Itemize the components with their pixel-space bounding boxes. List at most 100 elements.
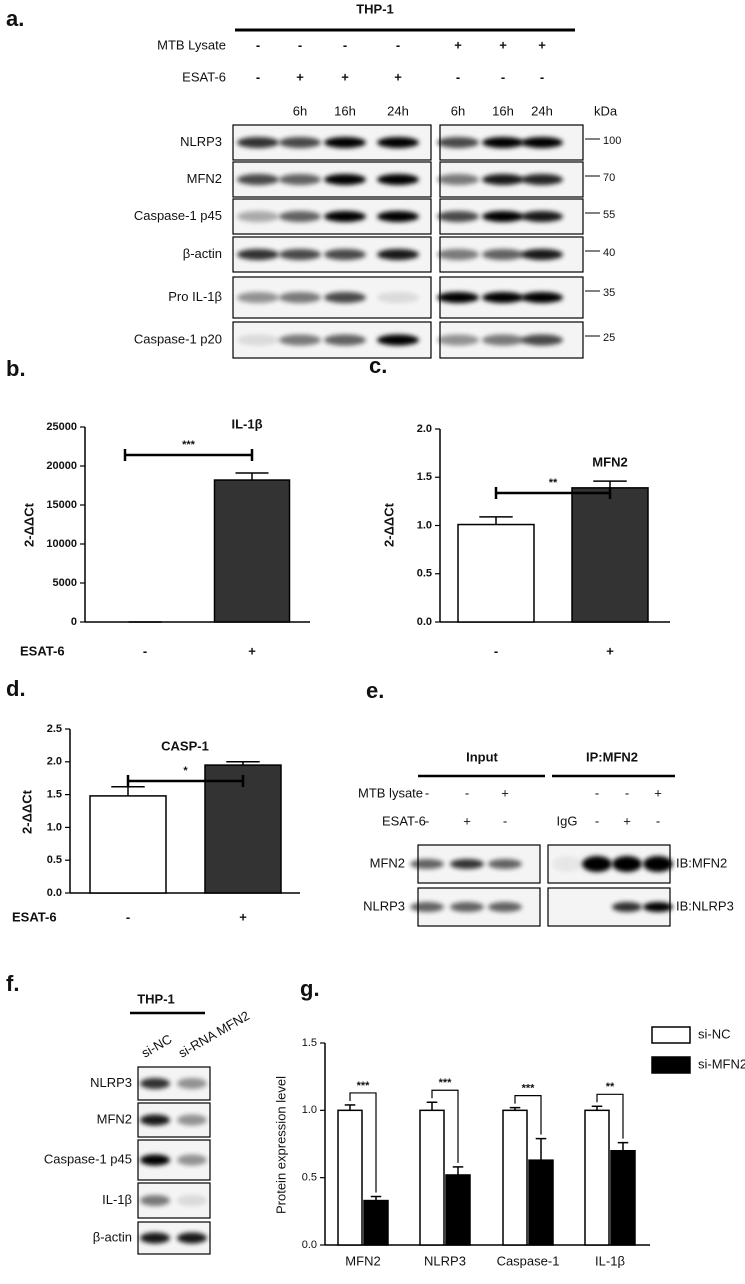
significance-label: *** [182,439,196,451]
blot-band [140,1078,170,1089]
blot-band [279,292,321,303]
lane-sign: - [298,37,302,52]
panel-label: d. [6,676,26,701]
blot-band [437,249,479,260]
blot-band [482,211,524,222]
lane-sign: - [256,69,260,84]
blot-band [482,174,524,185]
blot-band [488,859,522,869]
bar [213,479,291,623]
time-label: 6h [451,103,465,118]
blot-band [521,334,563,346]
blot-band [324,334,366,346]
y-tick-label: 0.0 [417,616,432,628]
blot-label: Pro IL-1β [168,289,222,304]
panel-label: f. [6,971,19,996]
lane-sign: - [656,813,660,828]
blot-band [521,174,563,185]
y-tick-label: 0.0 [302,1239,317,1251]
y-tick-label: 15000 [46,499,77,511]
y-axis-label: 2-ΔΔCt [19,789,34,834]
lane-sign: + [394,69,402,84]
lane-sign: - [465,785,469,800]
blot-band [324,249,366,260]
blot-band [177,1232,207,1244]
blot-band [437,334,479,346]
lane-sign: - [625,785,629,800]
kda-label: kDa [594,103,618,118]
lane-sign: + [463,813,471,828]
blot-label: β-actin [93,1229,132,1244]
blot-band [177,1114,207,1126]
blot-band [237,137,279,148]
blot-label: MFN2 [370,855,405,870]
blot-band [643,902,673,912]
blot-band [140,1154,170,1166]
significance-bracket [596,1093,624,1139]
column-header: IP:MFN2 [586,749,638,764]
blot-band [582,856,612,872]
chart-title: CASP-1 [161,738,209,753]
bar [457,523,535,623]
blot-band [237,334,279,346]
ib-label: IB:NLRP3 [676,898,734,913]
y-tick-label: 1.0 [47,821,62,833]
lane-sign: - [456,69,460,84]
blot-label: NLRP3 [363,898,405,913]
x-tick-label: + [248,643,256,658]
significance-label: *** [522,1083,536,1095]
x-tick-label: Caspase-1 [497,1253,560,1268]
y-axis-label: 2-ΔΔCt [21,502,36,547]
lane-label: si-RNA MFN2 [176,1008,252,1061]
blot-band [410,902,444,912]
row-label: MTB lysate [358,785,423,800]
lane-sign: - [501,69,505,84]
blot-label: MFN2 [187,171,222,186]
blot-label: Caspase-1 p45 [134,208,222,223]
bar [610,1149,636,1246]
x-tick-label: + [606,643,614,658]
legend-label: si-MFN2 [698,1056,745,1071]
kda-value: 55 [603,209,615,221]
blot-label: NLRP3 [180,134,222,149]
legend-swatch [651,1026,691,1044]
row-label: MTB Lysate [157,37,226,52]
lane-sign: - [425,813,429,828]
blot-band [279,174,321,185]
blot-band [377,249,419,260]
blot-band [377,137,419,148]
y-tick-label: 1.5 [47,789,62,801]
y-tick-label: 0.5 [417,568,432,580]
blot-band [140,1195,170,1206]
blot-band [482,137,524,148]
kda-value: 35 [603,287,615,299]
blot-band [237,292,279,303]
blot-band [437,174,479,185]
blot-label: NLRP3 [90,1075,132,1090]
time-label: 6h [293,103,307,118]
x-tick-label: + [239,909,247,924]
blot-band [552,856,582,872]
lane-sign: - [503,813,507,828]
panel-label: c. [369,353,387,378]
panel-label: g. [300,976,320,1001]
blot-band [521,137,563,148]
time-label: 24h [387,103,409,118]
blot-band [612,902,642,912]
significance-label: ** [606,1081,615,1093]
blot-band [410,859,444,869]
y-tick-label: 1.0 [417,519,432,531]
blot-band [521,249,563,260]
y-tick-label: 2.5 [47,723,62,735]
lane-label: si-NC [139,1031,175,1060]
blot-label: Caspase-1 p20 [134,331,222,346]
bar [528,1159,554,1246]
lane-sign: - [256,37,260,52]
blot-band [279,249,321,260]
blot-band [482,292,524,303]
y-tick-label: 2.0 [417,423,432,435]
y-axis-label: 2-ΔΔCt [381,502,396,547]
blot-band [450,859,484,869]
bar [584,1109,610,1246]
